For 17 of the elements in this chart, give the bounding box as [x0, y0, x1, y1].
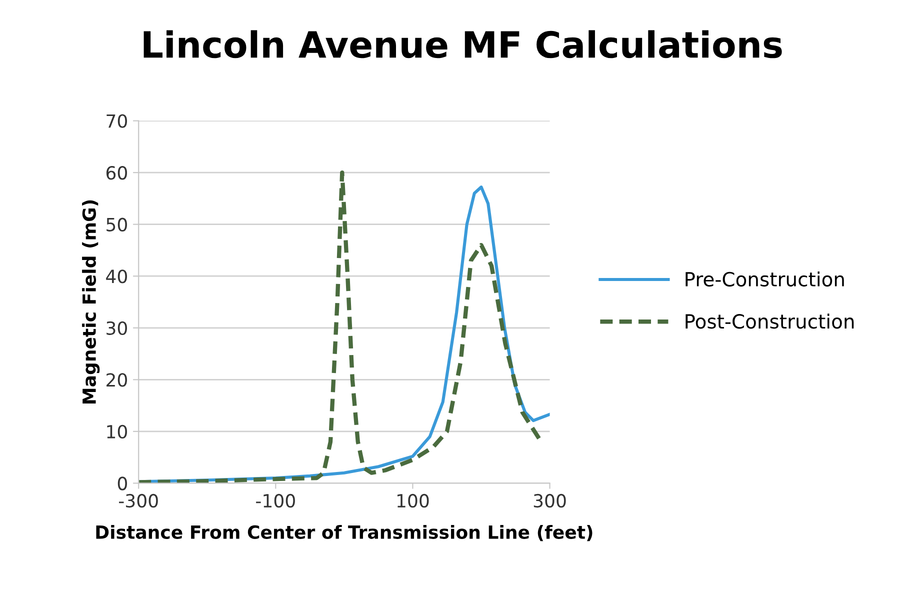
y-tick-label: 40 [106, 270, 127, 284]
y-tick-label: 0 [118, 476, 127, 490]
y-tick-label: 60 [106, 166, 127, 180]
legend-label: Pre-Construction [686, 272, 844, 287]
y-axis-title: Magnetic Field (mG) [82, 200, 100, 404]
x-tick-label: -300 [118, 494, 158, 508]
x-axis-title: Distance From Center of Transmission Line (feet) [96, 524, 592, 542]
chart-title: Lincoln Avenue MF Calculations [144, 30, 782, 58]
x-tick-label: 300 [534, 494, 566, 508]
x-tick-label: 100 [397, 494, 429, 508]
y-tick-label: 10 [107, 424, 127, 439]
y-tick-label: 20 [106, 373, 127, 387]
x-tick-label: -100 [256, 494, 295, 508]
y-tick-label: 70 [106, 114, 127, 128]
y-tick-label: 30 [106, 321, 127, 335]
legend-label: Post-Construction [686, 314, 854, 329]
y-tick-label: 50 [106, 218, 127, 232]
